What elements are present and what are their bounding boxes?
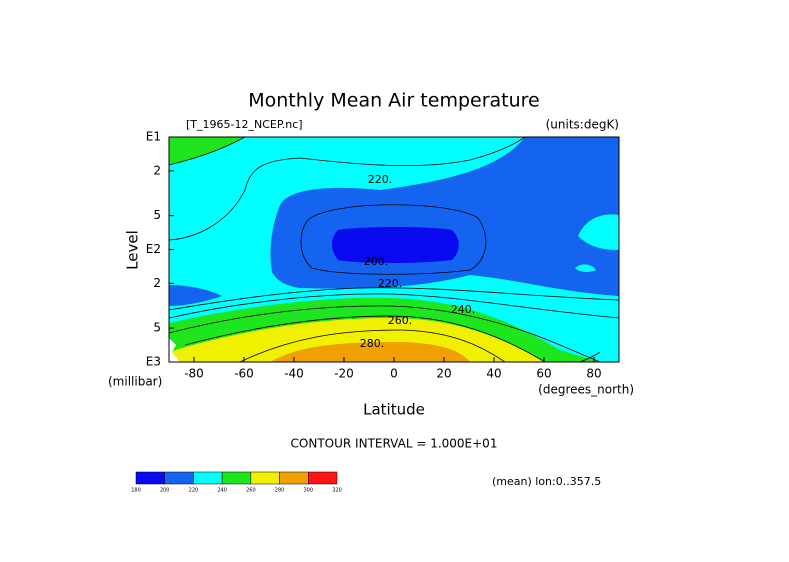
contour-fill [169, 137, 245, 165]
contour-line [239, 329, 506, 362]
colorbar-swatch [279, 471, 309, 485]
file-label: [T_1965-12_NCEP.nc] [186, 118, 303, 131]
chart-title: Monthly Mean Air temperature [248, 90, 539, 112]
y-unit: (millibar) [108, 375, 162, 389]
contour-line [169, 287, 619, 311]
y-tick-label: E3 [146, 355, 161, 369]
plot-area [169, 137, 619, 362]
x-tick-label: 40 [486, 367, 501, 381]
x-axis-label: Latitude [363, 401, 425, 419]
y-axis-label: Level [124, 230, 142, 270]
colorbar-swatch [164, 471, 194, 485]
y-tick-label: E2 [146, 242, 161, 256]
x-tick-label: 20 [436, 367, 451, 381]
units-label: (units:degK) [546, 118, 619, 132]
y-tick-label: 5 [153, 321, 161, 335]
contour-fill [169, 285, 222, 306]
contour-label: 220. [378, 277, 403, 290]
colorbar-label: 260 [246, 488, 256, 494]
colorbar-swatch [250, 471, 280, 485]
contour-label: 200. [364, 255, 389, 268]
colorbar-swatch [221, 471, 252, 485]
colorbar-swatch [193, 471, 223, 485]
y-tick-label: E1 [146, 130, 161, 144]
contour-fill [332, 227, 459, 263]
x-unit: (degrees_north) [538, 383, 634, 397]
colorbar-swatch [308, 471, 338, 485]
colorbar-label: 200 [160, 488, 170, 494]
x-tick-label: 60 [536, 367, 551, 381]
x-tick-label: -60 [234, 367, 254, 381]
x-tick-label: -80 [184, 367, 204, 381]
x-tick-label: 0 [390, 367, 398, 381]
colorbar-label: 180 [131, 488, 141, 494]
contour-interval: CONTOUR INTERVAL = 1.000E+01 [291, 437, 498, 451]
contour-label: 280. [360, 337, 385, 350]
colorbar-label: 240 [217, 488, 227, 494]
contour-fill [270, 342, 470, 362]
y-tick-label: 5 [153, 208, 161, 222]
footer: (mean) lon:0..357.5 [492, 475, 601, 488]
colorbar-swatch [135, 471, 165, 485]
contour-label: 240. [451, 303, 476, 316]
x-tick-label: 80 [586, 367, 601, 381]
contour-line [579, 351, 601, 362]
y-tick-label: 2 [153, 276, 161, 290]
contour-line [169, 293, 619, 319]
colorbar-label: 280 [275, 488, 285, 494]
y-tick-label: 2 [153, 163, 161, 177]
x-tick-label: -40 [284, 367, 304, 381]
contour-line [169, 137, 526, 241]
contour-line [184, 315, 546, 362]
colorbar-label: 320 [332, 488, 342, 494]
colorbar-label: 300 [304, 488, 314, 494]
contour-label: 220. [368, 173, 393, 186]
contour-line [169, 137, 246, 166]
contour-line [300, 204, 487, 275]
contour-fill [575, 264, 596, 273]
contour-line [169, 305, 601, 362]
contour-label: 260. [388, 314, 413, 327]
colorbar-label: 220 [189, 488, 199, 494]
missing-data [169, 338, 180, 362]
x-tick-label: -20 [334, 367, 354, 381]
